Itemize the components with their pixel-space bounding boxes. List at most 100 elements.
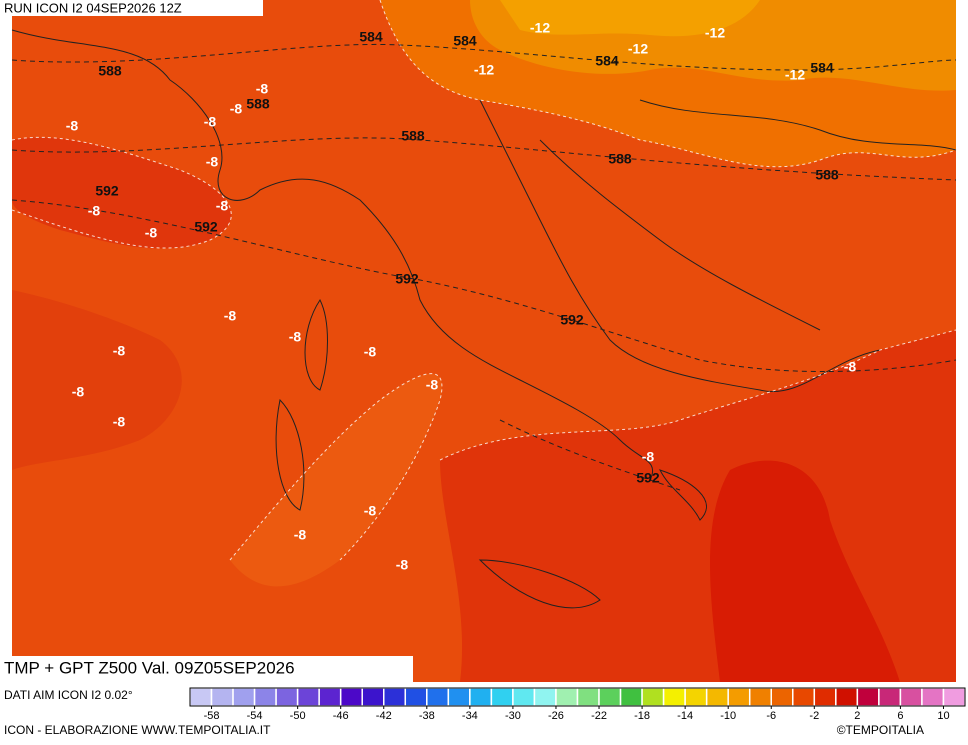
contour-label: 584: [453, 33, 477, 49]
colorbar-tick-label: -46: [333, 710, 349, 722]
colorbar-swatch: [404, 687, 428, 707]
colorbar-tick-label: -26: [548, 710, 564, 722]
colorbar-swatch: [813, 687, 837, 707]
colorbar-swatch: [684, 687, 708, 707]
contour-label: 592: [560, 312, 584, 328]
contour-label: -8: [844, 359, 857, 375]
colorbar-swatch: [490, 687, 514, 707]
contour-label: -8: [88, 203, 101, 219]
colorbar-tick-label: -22: [591, 710, 607, 722]
colorbar-swatch: [598, 687, 622, 707]
colorbar-swatch: [232, 687, 256, 707]
contour-label: -12: [474, 62, 494, 78]
contour-label: -12: [705, 25, 725, 41]
colorbar-tick-label: -30: [505, 710, 521, 722]
contour-label: -8: [642, 449, 655, 465]
contour-label: -8: [230, 101, 243, 117]
colorbar-tick-label: 2: [854, 710, 860, 722]
colorbar-tick-label: -2: [809, 710, 819, 722]
contour-label: 588: [815, 167, 839, 183]
colorbar-swatch: [512, 687, 536, 707]
colorbar-swatch: [748, 687, 773, 707]
title-box: [0, 656, 413, 682]
source-label: DATI AIM ICON I2 0.02°: [4, 688, 133, 702]
colorbar-swatch: [189, 687, 213, 707]
geopotential-lines: [11, 43, 957, 491]
contour-label: 584: [359, 29, 383, 45]
colorbar-swatch: [275, 687, 299, 707]
colorbar-swatch: [770, 687, 794, 707]
contour-label: -8: [256, 81, 269, 97]
contour-label: -8: [294, 527, 307, 543]
contour-label: 588: [98, 63, 122, 79]
colorbar-swatch: [576, 687, 600, 707]
colorbar-swatch: [555, 687, 579, 707]
isotherms: [11, 0, 957, 561]
contour-label: -8: [224, 308, 237, 324]
colorbar-tick-label: -38: [419, 710, 435, 722]
contour-label: -8: [396, 557, 409, 573]
colorbar-tick-label: -14: [677, 710, 693, 722]
contour-label: -8: [113, 343, 126, 359]
colorbar-tick-label: -58: [204, 710, 220, 722]
footer-left: ICON - ELABORAZIONE WWW.TEMPOITALIA.IT: [4, 723, 271, 737]
contour-label: -8: [216, 198, 229, 214]
colorbar-swatch: [899, 687, 923, 707]
colorbar-tick-label: -42: [376, 710, 392, 722]
contour-label: -8: [145, 225, 158, 241]
colorbar-swatch: [662, 687, 686, 707]
colorbar-swatch: [619, 687, 643, 707]
contour-label: 584: [595, 53, 619, 69]
colorbar-swatch: [727, 687, 751, 707]
contour-label: 588: [246, 96, 270, 112]
colorbar-tick-label: -54: [247, 710, 263, 722]
contour-label: -12: [628, 41, 648, 57]
contour-label: -8: [66, 118, 79, 134]
coastlines: [11, 29, 957, 609]
colorbar-swatch: [856, 687, 880, 707]
contour-label: 588: [401, 128, 425, 144]
colorbar-tick-label: -34: [462, 710, 478, 722]
colorbar-swatch: [469, 687, 493, 707]
contour-label: -12: [530, 20, 550, 36]
contour-label: -8: [289, 329, 302, 345]
header-box: [0, 0, 263, 16]
colorbar-swatch: [533, 687, 557, 707]
colorbar-tick-label: -6: [766, 710, 776, 722]
colorbar: -58 -54 -50 -46 -42 -38 -34 -30 -26 -22 -18 -14 -10-…: [189, 687, 966, 722]
colorbar-swatch: [921, 687, 945, 707]
contour-label: -8: [364, 503, 377, 519]
contour-label: 584: [810, 60, 834, 76]
colorbar-swatch: [792, 687, 816, 707]
colorbar-swatch: [641, 687, 665, 707]
contour-label: -12: [785, 67, 805, 83]
colorbar-swatch: [253, 687, 277, 707]
colorbar-swatch: [942, 687, 966, 707]
run-label: RUN ICON I2 04SEP2026 12Z: [4, 0, 182, 15]
contour-label: -8: [72, 384, 85, 400]
colorbar-tick-label: 6: [897, 710, 903, 722]
colorbar-swatch: [447, 687, 471, 707]
contour-label: 592: [395, 271, 419, 287]
contour-label: -8: [206, 154, 219, 170]
contour-label: 588: [608, 151, 632, 167]
contour-label: -8: [204, 114, 217, 130]
colorbar-swatch: [210, 687, 234, 707]
contour-label: 592: [95, 183, 119, 199]
colorbar-tick-label: -10: [720, 710, 736, 722]
colorbar-swatch: [318, 687, 342, 707]
colorbar-swatch: [878, 687, 902, 707]
colorbar-swatch: [426, 687, 450, 707]
colorbar-swatch: [705, 687, 729, 707]
colorbar-swatch: [835, 687, 859, 707]
colorbar-swatch: [361, 687, 385, 707]
colorbar-swatch: [339, 687, 363, 707]
colorbar-frame: [189, 687, 966, 707]
contour-label: -8: [426, 377, 439, 393]
map-title: TMP + GPT Z500 Val. 09Z05SEP2026: [4, 658, 295, 677]
contour-label: 592: [636, 470, 660, 486]
contour-label: -8: [113, 414, 126, 430]
